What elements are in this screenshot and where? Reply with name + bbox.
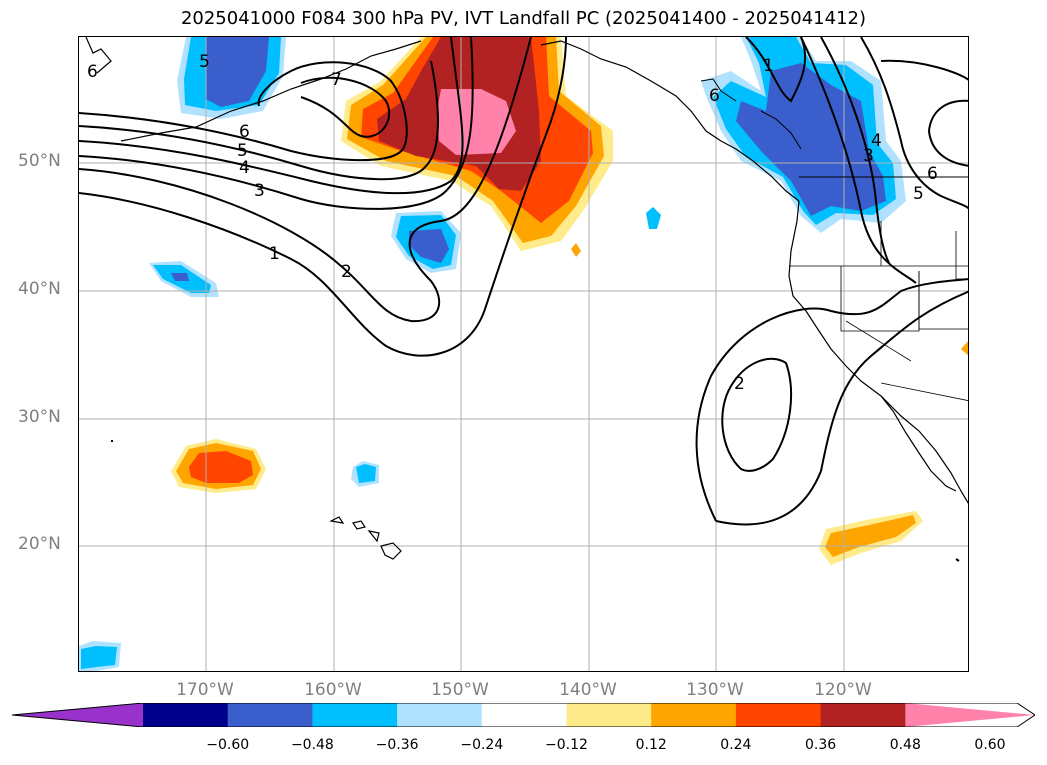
- lon-label: 130°W: [686, 680, 744, 700]
- coastlines: [85, 37, 968, 562]
- colorbar-segment: [735, 703, 822, 727]
- contour-label: 6: [239, 122, 250, 142]
- contour-label: 5: [237, 141, 248, 161]
- lat-label: 30°N: [18, 407, 61, 427]
- contour-label: 7: [331, 70, 342, 90]
- colorbar-tick-label: 0.36: [805, 737, 837, 753]
- map-plot-area: 1 2 2 3 4 5 5 6 6 7 1 3 4 5 6 6: [78, 36, 969, 672]
- contour-label: 3: [254, 181, 265, 201]
- contour-label: 1: [269, 244, 280, 264]
- pv-contours: [79, 37, 968, 526]
- colorbar-tick-label: −0.48: [290, 737, 334, 753]
- contour-label: 4: [239, 158, 250, 178]
- contour-label: 2: [341, 262, 352, 282]
- contour-label: 3: [863, 146, 874, 166]
- lon-label: 120°W: [814, 680, 872, 700]
- contour-label: 6: [927, 164, 938, 184]
- contour-label: 6: [709, 86, 720, 106]
- colorbar-tick-label: −0.60: [206, 737, 250, 753]
- colorbar-segment: [312, 703, 398, 727]
- colorbar-tick-label: 0.24: [720, 737, 752, 753]
- lon-label: 160°W: [304, 680, 362, 700]
- colorbar-tick-label: −0.24: [460, 737, 504, 753]
- colorbar: [12, 703, 1035, 727]
- contour-label: 5: [199, 52, 210, 72]
- contour-label: 1: [763, 56, 774, 76]
- lon-label: 140°W: [559, 680, 617, 700]
- contour-label: 2: [734, 374, 745, 394]
- colorbar-segment: [481, 703, 567, 727]
- colorbar-tick-label: −0.36: [375, 737, 419, 753]
- contour-labels: 1 2 2 3 4 5 5 6 6 7 1 3 4 5 6 6: [87, 52, 938, 394]
- lon-label: 170°W: [176, 680, 234, 700]
- contour-label: 4: [871, 131, 882, 151]
- colorbar-extend-high: [905, 703, 1035, 727]
- lat-label: 50°N: [18, 151, 61, 171]
- map-svg: 1 2 2 3 4 5 5 6 6 7 1 3 4 5 6 6: [79, 37, 968, 671]
- shade-pink: [437, 89, 516, 155]
- colorbar-tick-label: 0.12: [635, 737, 667, 753]
- colorbar-segment: [227, 703, 313, 727]
- lon-label: 150°W: [431, 680, 489, 700]
- colorbar-segment: [820, 703, 906, 727]
- shade-blue-dark: [206, 37, 269, 107]
- pc-shading: [79, 37, 968, 671]
- contour-label: 5: [913, 184, 924, 204]
- colorbar-segment: [651, 703, 737, 727]
- lat-label: 20°N: [18, 534, 61, 554]
- colorbar-tick-label: 0.60: [974, 737, 1006, 753]
- map-title: 2025041000 F084 300 hPa PV, IVT Landfall…: [180, 8, 867, 29]
- colorbar-segment: [566, 703, 652, 727]
- colorbar-segment: [397, 703, 483, 727]
- lat-label: 40°N: [18, 279, 61, 299]
- contour-label: 6: [87, 62, 98, 82]
- colorbar-segment: [143, 703, 229, 727]
- colorbar-tick-label: 0.48: [889, 737, 921, 753]
- colorbar-extend-low: [12, 703, 143, 727]
- colorbar-tick-label: −0.12: [545, 737, 588, 753]
